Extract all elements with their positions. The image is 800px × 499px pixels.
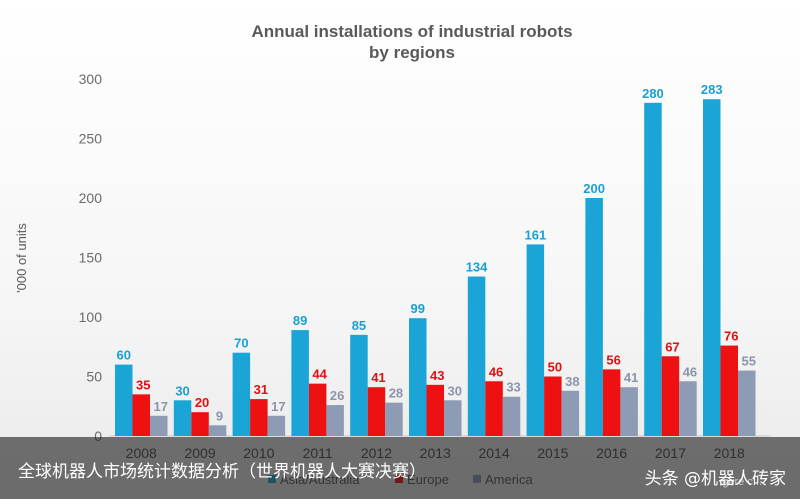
bar-europe-2017 bbox=[661, 356, 680, 436]
y-tick-label: 150 bbox=[79, 250, 103, 266]
data-label: 67 bbox=[665, 339, 679, 354]
data-label: 46 bbox=[683, 364, 697, 379]
bar-asia-australia-2011 bbox=[291, 330, 309, 436]
data-label: 30 bbox=[175, 383, 189, 398]
data-label: 280 bbox=[642, 86, 664, 101]
data-label: 9 bbox=[216, 408, 223, 423]
data-label: 31 bbox=[254, 382, 268, 397]
data-label: 200 bbox=[583, 181, 605, 196]
bar-asia-australia-2015 bbox=[526, 244, 545, 436]
data-label: 43 bbox=[430, 368, 444, 383]
bar-america-2010 bbox=[267, 415, 286, 436]
bar-america-2009 bbox=[208, 425, 227, 436]
y-tick-label: 200 bbox=[79, 190, 103, 206]
bar-asia-australia-2009 bbox=[173, 400, 192, 436]
y-tick-label: 300 bbox=[79, 71, 103, 87]
bar-europe-2010 bbox=[250, 399, 268, 436]
y-tick-label: 100 bbox=[79, 309, 103, 325]
bar-europe-2013 bbox=[426, 384, 444, 436]
data-label: 55 bbox=[742, 354, 756, 369]
bar-asia-australia-2018 bbox=[703, 99, 721, 436]
data-label: 85 bbox=[352, 318, 366, 333]
data-label: 89 bbox=[293, 313, 307, 328]
bar-asia-australia-2012 bbox=[350, 334, 368, 436]
data-label: 99 bbox=[411, 301, 425, 316]
data-label: 38 bbox=[565, 374, 579, 389]
data-label: 76 bbox=[724, 329, 738, 344]
bar-europe-2009 bbox=[191, 412, 209, 436]
y-tick-label: 250 bbox=[79, 131, 103, 147]
bar-europe-2015 bbox=[544, 376, 562, 436]
data-label: 161 bbox=[524, 227, 546, 242]
bar-america-2016 bbox=[620, 387, 638, 436]
data-label: 17 bbox=[154, 399, 168, 414]
data-label: 60 bbox=[117, 348, 131, 363]
data-label: 56 bbox=[606, 352, 620, 367]
bar-america-2015 bbox=[561, 390, 580, 436]
bar-america-2018 bbox=[738, 370, 756, 436]
data-label: 41 bbox=[371, 370, 385, 385]
bar-asia-australia-2010 bbox=[232, 352, 251, 436]
bar-america-2017 bbox=[679, 381, 697, 436]
chart-title: Annual installations of industrial robot… bbox=[251, 22, 572, 41]
bar-america-2014 bbox=[502, 396, 521, 436]
bar-asia-australia-2013 bbox=[409, 318, 427, 436]
data-label: 134 bbox=[466, 260, 488, 275]
data-label: 17 bbox=[271, 399, 285, 414]
bar-europe-2008 bbox=[132, 394, 150, 436]
data-label: 50 bbox=[548, 360, 562, 375]
bar-asia-australia-2016 bbox=[585, 198, 603, 436]
y-tick-label: 50 bbox=[86, 369, 102, 385]
bar-asia-australia-2017 bbox=[644, 102, 662, 437]
source-fragment: igure c... bbox=[719, 476, 762, 488]
bar-europe-2018 bbox=[720, 345, 738, 436]
bar-asia-australia-2014 bbox=[467, 276, 486, 436]
bar-america-2013 bbox=[444, 400, 462, 436]
data-label: 41 bbox=[624, 370, 638, 385]
data-label: 20 bbox=[195, 395, 209, 410]
data-label: 44 bbox=[312, 367, 327, 382]
data-label: 46 bbox=[489, 364, 503, 379]
caption-overlay bbox=[0, 437, 800, 499]
bar-america-2008 bbox=[150, 415, 168, 436]
y-tick-label: 0 bbox=[94, 428, 102, 444]
data-label: 26 bbox=[330, 388, 344, 403]
data-label: 70 bbox=[234, 336, 248, 351]
bar-europe-2012 bbox=[367, 387, 386, 436]
y-axis-label: '000 of units bbox=[14, 223, 29, 293]
data-label: 35 bbox=[136, 377, 150, 392]
data-label: 283 bbox=[701, 82, 723, 97]
bar-asia-australia-2008 bbox=[115, 364, 133, 436]
bar-america-2012 bbox=[385, 402, 403, 436]
data-label: 28 bbox=[389, 386, 403, 401]
bar-europe-2011 bbox=[308, 383, 327, 436]
bar-europe-2016 bbox=[602, 369, 621, 436]
bar-europe-2014 bbox=[485, 381, 503, 436]
bar-america-2011 bbox=[326, 405, 344, 436]
data-label: 30 bbox=[448, 383, 462, 398]
caption-text: 全球机器人市场统计数据分析（世界机器人大赛决赛） bbox=[18, 462, 426, 482]
watermark: 头条 @机器人砖家 bbox=[644, 469, 786, 489]
chart-subtitle: by regions bbox=[369, 43, 455, 62]
data-label: 33 bbox=[506, 380, 520, 395]
